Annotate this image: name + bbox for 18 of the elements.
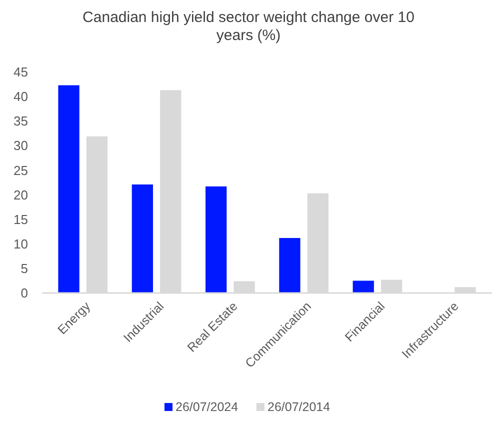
y-tick-label: 15 [14,212,28,227]
y-tick-label: 30 [14,138,28,154]
chart-title: Canadian high yield sector weight change over 10 years (%) [82,9,414,44]
y-tick-label: 20 [14,187,28,202]
y-tick-label: 5 [20,260,28,276]
bar [132,184,153,293]
bar [206,186,227,293]
y-tick-label: 25 [14,162,28,178]
bar [279,238,300,293]
legend-label: 26/07/2014 [268,400,330,414]
y-tick-label: 0 [20,286,28,301]
bar [352,280,374,293]
bar [58,85,80,293]
y-tick-label: 40 [14,89,28,104]
y-tick-label: 35 [14,114,28,129]
y-tick-label: 45 [14,64,28,80]
legend-label: 26/07/2024 [176,400,238,414]
y-tick-label: 10 [14,236,28,252]
